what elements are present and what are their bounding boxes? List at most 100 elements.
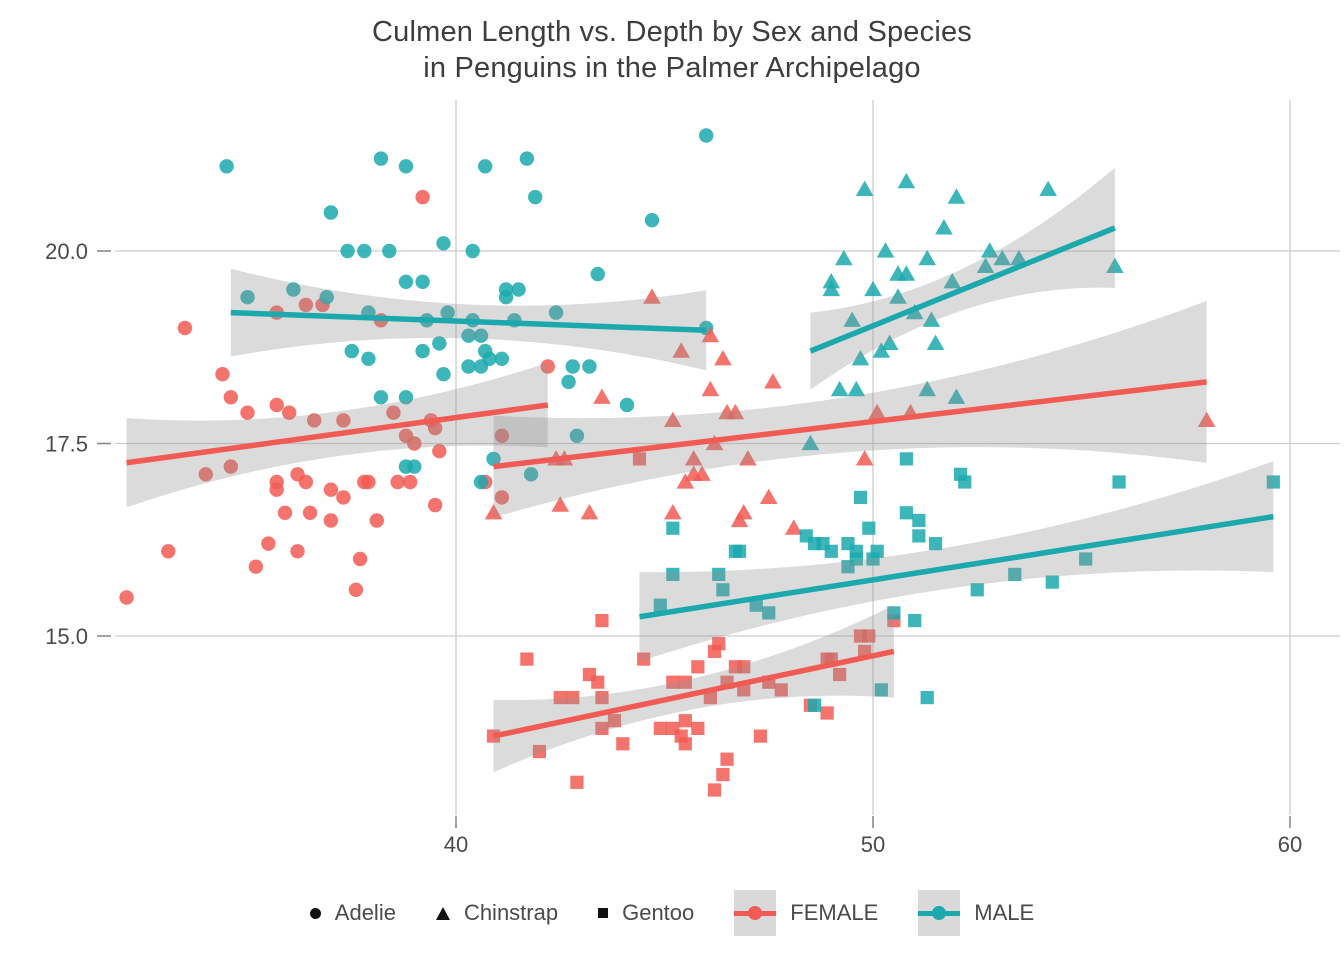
point-gentoo-male — [853, 490, 868, 504]
point-adelie-female — [302, 505, 318, 520]
point-adelie-female — [540, 359, 555, 374]
point-adelie-female — [494, 428, 510, 443]
point-adelie-male — [523, 467, 539, 482]
point-chinstrap-male — [851, 350, 870, 366]
chart-title-line1: Culmen Length vs. Depth by Sex and Speci… — [371, 16, 973, 48]
point-chinstrap-female — [701, 380, 720, 397]
legend-label-male: MALE — [974, 900, 1035, 925]
point-adelie-female — [427, 497, 443, 513]
point-gentoo-female — [637, 652, 651, 666]
point-chinstrap-female — [551, 496, 570, 512]
point-chinstrap-male — [918, 249, 937, 266]
point-chinstrap-female — [676, 473, 695, 489]
point-adelie-female — [386, 405, 401, 420]
point-chinstrap-male — [843, 311, 861, 327]
point-adelie-female — [290, 544, 305, 559]
point-gentoo-male — [1266, 475, 1280, 489]
plot-panel: 40 50 60 20.0 17.5 15.0 — [45, 100, 1340, 857]
confidence-band-chinstrap-female — [493, 301, 1207, 518]
point-adelie-female — [198, 467, 213, 482]
point-adelie-male — [398, 390, 414, 405]
point-adelie-male — [340, 243, 355, 259]
legend-item-male: MALE — [918, 890, 1034, 936]
point-gentoo-female — [707, 783, 722, 797]
point-adelie-female — [215, 367, 230, 382]
point-chinstrap-female — [784, 519, 803, 535]
legend-label-female: FEMALE — [790, 900, 879, 925]
point-chinstrap-male — [876, 242, 895, 258]
point-gentoo-male — [958, 475, 972, 489]
point-chinstrap-male — [918, 380, 937, 397]
point-gentoo-female — [632, 452, 647, 466]
point-gentoo-male — [666, 521, 680, 535]
point-adelie-male — [436, 236, 451, 251]
point-adelie-male — [511, 282, 526, 297]
point-adelie-male — [415, 274, 430, 289]
x-axis-label-50: 50 — [861, 832, 885, 857]
point-chinstrap-female — [855, 450, 874, 466]
point-adelie-female — [223, 459, 239, 474]
point-chinstrap-female — [672, 342, 690, 358]
point-chinstrap-male — [943, 273, 962, 289]
point-gentoo-female — [737, 660, 751, 674]
point-adelie-male — [477, 159, 493, 174]
point-adelie-female — [307, 413, 322, 428]
point-gentoo-male — [887, 606, 901, 620]
point-adelie-female — [119, 590, 134, 605]
point-adelie-male — [565, 359, 580, 374]
point-adelie-male — [382, 243, 397, 259]
point-gentoo-male — [912, 513, 926, 528]
point-adelie-male — [407, 459, 422, 474]
point-chinstrap-female — [484, 504, 503, 520]
point-adelie-male — [590, 266, 605, 282]
point-gentoo-female — [591, 675, 605, 689]
point-chinstrap-male — [947, 188, 966, 204]
point-chinstrap-male — [980, 242, 999, 258]
point-adelie-male — [240, 290, 255, 305]
point-gentoo-female — [703, 691, 717, 705]
point-gentoo-female — [616, 737, 630, 751]
point-adelie-male — [473, 328, 489, 343]
point-adelie-male — [398, 274, 414, 289]
point-adelie-male — [361, 351, 376, 366]
regression-line-adelie-female — [126, 402, 549, 466]
point-adelie-male — [569, 428, 585, 443]
point-adelie-male — [486, 451, 501, 467]
point-chinstrap-male — [935, 219, 953, 235]
point-adelie-female — [402, 474, 418, 490]
gentoo-square-icon — [598, 908, 609, 918]
point-chinstrap-female — [580, 504, 599, 520]
point-chinstrap-male — [864, 280, 882, 297]
point-adelie-male — [699, 128, 714, 143]
point-chinstrap-female — [1197, 411, 1216, 427]
point-adelie-male — [473, 474, 489, 490]
point-gentoo-male — [716, 583, 730, 597]
point-adelie-male — [582, 359, 597, 374]
chinstrap-triangle-icon — [435, 906, 450, 920]
point-adelie-male — [461, 359, 476, 374]
point-gentoo-male — [1008, 567, 1022, 581]
legend-label-adelie: Adelie — [334, 900, 396, 925]
female-key-dot — [748, 906, 763, 920]
point-adelie-female — [269, 474, 284, 490]
x-axis-label-40: 40 — [444, 832, 468, 857]
y-axis-label-15.0: 15.0 — [45, 624, 88, 649]
point-adelie-female — [282, 405, 297, 420]
point-adelie-male — [465, 243, 480, 259]
point-gentoo-female — [595, 721, 609, 735]
point-adelie-male — [319, 290, 334, 305]
x-axis-label-60: 60 — [1278, 832, 1302, 857]
point-adelie-male — [344, 343, 359, 359]
point-adelie-female — [432, 444, 447, 459]
regression-line-adelie-male — [230, 309, 707, 334]
point-gentoo-female — [570, 775, 584, 789]
point-chinstrap-female — [726, 403, 745, 420]
point-gentoo-female — [691, 721, 705, 735]
point-adelie-male — [548, 305, 564, 320]
point-adelie-female — [323, 513, 339, 528]
point-gentoo-female — [678, 675, 692, 689]
point-adelie-female — [298, 297, 314, 313]
point-gentoo-male — [712, 567, 726, 581]
point-gentoo-male — [732, 544, 747, 558]
